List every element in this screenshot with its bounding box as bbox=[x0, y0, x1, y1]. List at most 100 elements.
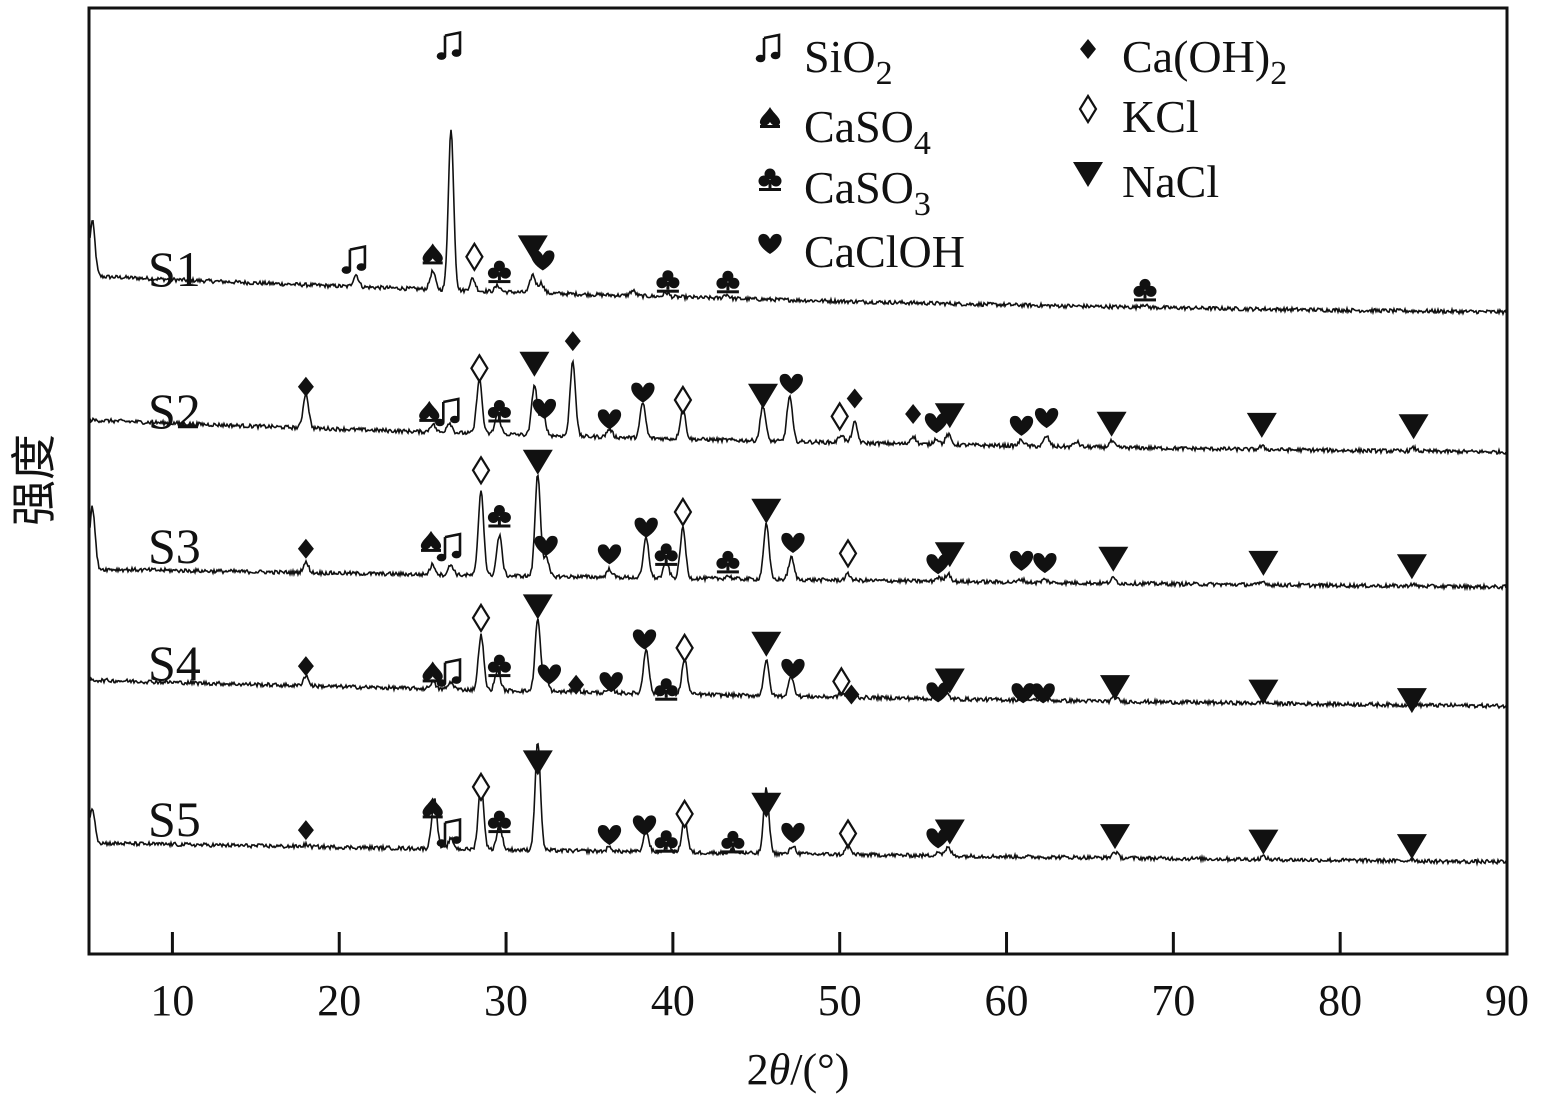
marker-S3-KCl-14 bbox=[838, 538, 858, 569]
x-axis-title-prefix: 2 bbox=[747, 1045, 769, 1094]
marker-S1-CaSO3-4 bbox=[487, 260, 511, 284]
legend-item-NaCl: NaCl bbox=[1073, 156, 1219, 207]
marker-S5-CaSO3-8 bbox=[654, 830, 678, 853]
x-tick-label-50: 50 bbox=[818, 976, 862, 1025]
marker-S5-SiO2-2 bbox=[436, 818, 462, 847]
marker-S1-CaSO3-7 bbox=[656, 270, 680, 293]
x-tick-label-30: 30 bbox=[484, 976, 528, 1025]
marker-S2-CaOH2-14 bbox=[846, 388, 863, 409]
marker-S1-SiO2-2 bbox=[436, 31, 462, 60]
marker-S1-CaSO3-9 bbox=[1133, 278, 1157, 302]
marker-S2-CaClOH-16 bbox=[924, 413, 949, 434]
marker-S1-CaSO4-1 bbox=[422, 243, 443, 265]
marker-S5-CaSO4-1 bbox=[422, 797, 443, 819]
x-tick-label-80: 80 bbox=[1318, 976, 1362, 1025]
marker-S3-NaCl-5 bbox=[522, 449, 553, 475]
legend-item-CaSO3: CaSO3 bbox=[758, 162, 931, 223]
plot-frame bbox=[87, 6, 1509, 956]
legend-item-KCl: KCl bbox=[1078, 91, 1199, 142]
trace-S3 bbox=[89, 473, 1507, 592]
legend-symbol-CaSO3 bbox=[758, 168, 782, 191]
trace-S4 bbox=[89, 618, 1507, 710]
marker-S2-NaCl-21 bbox=[1246, 412, 1277, 438]
marker-S4-NaCl-12 bbox=[751, 631, 782, 657]
marker-S2-CaOH2-15 bbox=[905, 404, 922, 424]
marker-S2-CaOH2-7 bbox=[564, 331, 581, 352]
marker-S5-NaCl-15 bbox=[934, 819, 965, 845]
marker-S2-KCl-10 bbox=[673, 384, 693, 416]
marker-S3-CaClOH-13 bbox=[781, 532, 805, 553]
marker-S4-KCl-3 bbox=[471, 602, 491, 633]
marker-S4-CaClOH-19 bbox=[1031, 683, 1055, 704]
marker-S2-NaCl-22 bbox=[1398, 414, 1429, 440]
marker-S4-CaSO4-1 bbox=[422, 661, 443, 683]
marker-S4-CaClOH-9 bbox=[632, 629, 657, 650]
x-tick-label-90: 90 bbox=[1485, 976, 1529, 1025]
marker-S5-NaCl-16 bbox=[1100, 824, 1130, 850]
legend-symbol-CaClOH bbox=[758, 233, 782, 254]
marker-S3-CaClOH-7 bbox=[597, 544, 622, 565]
marker-S2-NaCl-5 bbox=[519, 351, 550, 377]
marker-S4-NaCl-17 bbox=[934, 668, 965, 694]
marker-S4-CaOH2-7 bbox=[568, 674, 585, 695]
marker-S5-NaCl-17 bbox=[1248, 829, 1279, 855]
marker-S3-NaCl-21 bbox=[1396, 554, 1427, 580]
marker-S3-CaOH2-0 bbox=[297, 538, 314, 559]
legend-label-SiO2: SiO2 bbox=[804, 31, 893, 92]
sample-label-S3: S3 bbox=[148, 518, 201, 574]
legend-label-CaSO3: CaSO3 bbox=[804, 162, 931, 223]
marker-S3-CaClOH-6 bbox=[534, 535, 558, 556]
marker-S3-KCl-10 bbox=[673, 496, 693, 528]
trace-S2 bbox=[89, 358, 1507, 456]
marker-S5-NaCl-18 bbox=[1396, 834, 1427, 860]
legend-label-CaOH2: Ca(OH)2 bbox=[1122, 31, 1287, 92]
marker-S2-CaClOH-19 bbox=[1034, 408, 1059, 429]
legend-item-SiO2: SiO2 bbox=[755, 31, 893, 92]
marker-S2-NaCl-17 bbox=[934, 403, 965, 429]
marker-S4-KCl-14 bbox=[832, 666, 851, 697]
marker-S1-SiO2-0 bbox=[341, 245, 367, 274]
marker-S2-CaOH2-0 bbox=[297, 376, 314, 397]
marker-S3-CaSO3-11 bbox=[716, 550, 740, 574]
marker-S3-NaCl-19 bbox=[1098, 546, 1129, 572]
legend-item-CaOH2: Ca(OH)2 bbox=[1080, 31, 1287, 92]
marker-S5-CaClOH-7 bbox=[632, 815, 657, 836]
marker-S5-CaSO3-4 bbox=[487, 810, 511, 834]
legend-item-CaClOH: CaClOH bbox=[758, 226, 965, 277]
marker-S4-CaClOH-18 bbox=[1011, 683, 1035, 704]
marker-S3-SiO2-2 bbox=[436, 532, 462, 562]
x-axis-title-suffix: /(°) bbox=[790, 1045, 849, 1094]
y-axis-title: 强度 bbox=[9, 434, 60, 526]
marker-S4-KCl-11 bbox=[675, 632, 694, 663]
marker-S2-NaCl-11 bbox=[748, 383, 778, 409]
marker-S4-NaCl-5 bbox=[522, 594, 553, 620]
marker-S1-NaCl-5 bbox=[517, 235, 548, 261]
marker-S2-NaCl-20 bbox=[1096, 411, 1127, 437]
marker-S2-CaSO4-1 bbox=[419, 400, 440, 422]
marker-S3-CaClOH-8 bbox=[634, 517, 658, 538]
marker-S3-CaSO3-9 bbox=[654, 543, 678, 566]
marker-S2-CaClOH-9 bbox=[631, 382, 655, 403]
marker-S3-CaClOH-17 bbox=[1009, 550, 1034, 571]
sample-label-S4: S4 bbox=[148, 635, 201, 691]
marker-S3-CaClOH-18 bbox=[1033, 553, 1057, 574]
legend-symbol-NaCl bbox=[1073, 162, 1103, 187]
marker-S5-KCl-3 bbox=[471, 771, 491, 802]
x-tick-label-60: 60 bbox=[985, 976, 1029, 1025]
marker-S5-CaSO3-10 bbox=[721, 830, 745, 854]
x-tick-label-70: 70 bbox=[1151, 976, 1195, 1025]
marker-S2-CaSO3-4 bbox=[487, 400, 511, 423]
sample-label-S2: S2 bbox=[148, 383, 201, 439]
marker-S4-CaOH2-15 bbox=[843, 684, 860, 705]
marker-S5-KCl-9 bbox=[675, 798, 694, 829]
marker-S5-KCl-13 bbox=[838, 818, 858, 849]
legend-symbol-SiO2 bbox=[755, 33, 781, 63]
legend-symbol-CaSO4 bbox=[759, 107, 781, 128]
marker-S3-NaCl-16 bbox=[934, 542, 965, 568]
marker-S5-CaClOH-6 bbox=[597, 825, 622, 846]
x-tick-label-40: 40 bbox=[651, 976, 695, 1025]
legend-label-NaCl: NaCl bbox=[1122, 156, 1219, 207]
x-tick-label-10: 10 bbox=[150, 976, 194, 1025]
x-axis-title-theta: θ bbox=[769, 1045, 791, 1094]
